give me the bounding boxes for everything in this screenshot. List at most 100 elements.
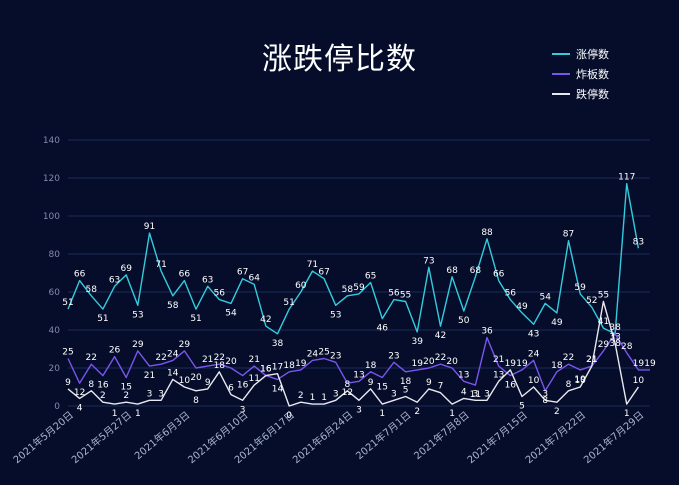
data-label: 19 (574, 375, 586, 385)
y-axis-tick-labels: 0 20 40 60 80 100 120 140 (43, 136, 60, 412)
data-label: 2 (298, 391, 304, 401)
data-labels: 5166585163695391715866516356546764423851… (62, 173, 656, 421)
data-label: 8 (542, 396, 548, 406)
y-tick-label: 120 (43, 174, 60, 184)
data-label: 22 (155, 353, 166, 363)
legend-item-limit-down[interactable]: 跌停数 (552, 84, 609, 104)
data-label: 66 (74, 270, 86, 280)
data-label: 28 (621, 342, 633, 352)
data-label: 52 (586, 296, 597, 306)
data-label: 29 (132, 340, 144, 350)
data-label: 9 (65, 378, 71, 388)
x-tick-label: 2021年6月24日 (290, 408, 355, 466)
data-label: 42 (260, 315, 271, 325)
data-label: 46 (377, 324, 389, 334)
data-label: 54 (225, 308, 237, 318)
data-label: 42 (435, 331, 446, 341)
data-label: 19 (295, 359, 307, 369)
data-label: 43 (528, 329, 539, 339)
data-label: 18 (551, 361, 563, 371)
data-label: 2 (100, 391, 106, 401)
data-label: 68 (446, 266, 458, 276)
data-label: 4 (461, 387, 467, 397)
data-label: 117 (618, 173, 635, 183)
data-label: 9 (205, 378, 211, 388)
data-label: 16 (260, 365, 272, 375)
legend-swatch-broken-board (552, 73, 570, 75)
data-label: 10 (528, 376, 540, 386)
data-label: 58 (167, 301, 179, 311)
data-label: 51 (62, 298, 73, 308)
data-label: 26 (109, 346, 121, 356)
data-label: 39 (411, 337, 423, 347)
data-label: 21 (493, 355, 504, 365)
data-label: 63 (202, 275, 213, 285)
data-label: 18 (283, 361, 295, 371)
data-label: 49 (551, 318, 563, 328)
data-label: 65 (365, 272, 376, 282)
series-line-1 (67, 333, 650, 392)
data-label: 51 (283, 298, 294, 308)
data-label: 1 (624, 409, 630, 419)
data-label: 53 (132, 310, 143, 320)
data-label: 73 (423, 256, 434, 266)
data-label: 54 (540, 292, 552, 302)
data-label: 22 (435, 353, 446, 363)
data-label: 20 (423, 357, 435, 367)
data-label: 8 (88, 380, 94, 390)
legend-swatch-limit-down (552, 93, 570, 95)
data-label: 21 (586, 355, 597, 365)
data-label: 2 (414, 407, 420, 417)
legend-item-limit-up[interactable]: 涨停数 (552, 44, 609, 64)
data-label: 14 (272, 384, 284, 394)
data-label: 16 (260, 365, 272, 375)
legend-item-broken-board[interactable]: 炸板数 (552, 64, 609, 84)
data-label: 0 (286, 411, 292, 421)
data-label: 67 (318, 268, 329, 278)
data-label: 29 (598, 340, 610, 350)
data-label: 64 (249, 273, 261, 283)
data-label: 29 (179, 340, 191, 350)
x-tick-label: 2021年6月3日 (132, 408, 193, 462)
data-label: 22 (214, 353, 225, 363)
y-tick-label: 20 (49, 364, 61, 374)
x-tick-label: 2021年7月8日 (411, 408, 472, 462)
data-label: 3 (147, 389, 153, 399)
data-label: 13 (353, 370, 364, 380)
data-label: 21 (144, 371, 155, 381)
data-label: 15 (377, 383, 388, 393)
data-label: 33 (609, 332, 620, 342)
data-label: 63 (109, 275, 120, 285)
data-label: 9 (368, 378, 374, 388)
data-label: 8 (566, 380, 572, 390)
data-label: 91 (144, 222, 155, 232)
data-label: 11 (470, 390, 481, 400)
data-label: 3 (473, 389, 479, 399)
data-label: 12 (342, 388, 353, 398)
data-label: 18 (365, 361, 377, 371)
data-label: 10 (633, 376, 645, 386)
data-label: 20 (225, 357, 237, 367)
data-label: 55 (598, 291, 609, 301)
y-tick-label: 100 (43, 212, 60, 222)
y-tick-label: 0 (54, 402, 60, 412)
legend-label-limit-down: 跌停数 (576, 88, 609, 101)
data-label: 53 (330, 310, 341, 320)
data-label: 20 (446, 357, 458, 367)
data-label: 59 (574, 283, 586, 293)
data-label: 87 (563, 230, 574, 240)
data-label: 67 (237, 268, 248, 278)
data-label: 22 (563, 353, 574, 363)
data-label: 11 (249, 374, 260, 384)
y-tick-label: 60 (49, 288, 61, 298)
data-label: 3 (542, 389, 548, 399)
data-label: 5 (403, 386, 409, 396)
data-label: 18 (400, 377, 412, 387)
data-label: 58 (86, 285, 98, 295)
data-label: 9 (426, 378, 432, 388)
data-label: 19 (644, 359, 656, 369)
data-label: 41 (598, 317, 609, 327)
data-label: 18 (214, 361, 226, 371)
data-label: 58 (342, 285, 354, 295)
data-label: 3 (333, 389, 339, 399)
